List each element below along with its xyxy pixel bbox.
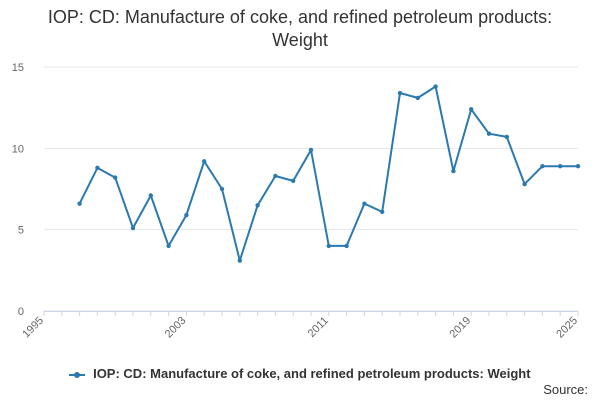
data-point[interactable] (362, 201, 367, 206)
x-tick-label: 2019 (448, 315, 474, 341)
data-point[interactable] (504, 134, 509, 140)
x-tick-label: 2025 (554, 315, 580, 341)
data-point[interactable] (451, 168, 456, 174)
data-point[interactable] (77, 201, 82, 206)
data-point[interactable] (113, 175, 118, 180)
data-point[interactable] (344, 243, 349, 249)
gridlines (44, 66, 578, 312)
legend-label: IOP: CD: Manufacture of coke, and refine… (93, 366, 531, 381)
data-point[interactable] (95, 165, 100, 171)
data-point[interactable] (308, 147, 314, 153)
y-tick-label: 15 (12, 62, 24, 74)
data-point[interactable] (130, 225, 136, 231)
source-label: Source: (543, 382, 588, 397)
data-point[interactable] (148, 193, 153, 198)
series-line (78, 85, 578, 262)
data-point[interactable] (575, 164, 581, 169)
legend[interactable]: IOP: CD: Manufacture of coke, and refine… (0, 366, 600, 381)
data-point[interactable] (237, 258, 242, 263)
x-tick-label: 2011 (306, 315, 331, 340)
data-point[interactable] (558, 164, 563, 169)
data-point[interactable] (415, 95, 420, 101)
series-layer (77, 84, 581, 263)
data-point[interactable] (166, 243, 171, 249)
data-point[interactable] (184, 212, 189, 218)
y-tick-label: 0 (18, 306, 24, 318)
chart-title: IOP: CD: Manufacture of coke, and refine… (47, 7, 553, 50)
data-point[interactable] (326, 243, 331, 249)
y-tick-label: 10 (12, 143, 24, 155)
data-point[interactable] (433, 84, 438, 89)
legend-swatch (69, 371, 86, 378)
y-tick-label: 5 (18, 225, 24, 237)
data-point[interactable] (273, 173, 278, 179)
data-point[interactable] (469, 107, 474, 112)
data-point[interactable] (202, 159, 207, 164)
data-point[interactable] (291, 178, 296, 184)
data-point[interactable] (255, 203, 260, 208)
data-point[interactable] (522, 181, 527, 187)
x-tick-label: 1995 (20, 315, 46, 341)
data-point[interactable] (219, 186, 225, 192)
data-point[interactable] (397, 90, 403, 96)
data-point[interactable] (486, 131, 492, 136)
data-point[interactable] (540, 164, 545, 169)
x-tick-label: 2003 (163, 315, 189, 341)
data-point[interactable] (380, 209, 385, 214)
axes: 0 5 10 15 1995 2003 2011 2019 2025 (12, 62, 580, 340)
